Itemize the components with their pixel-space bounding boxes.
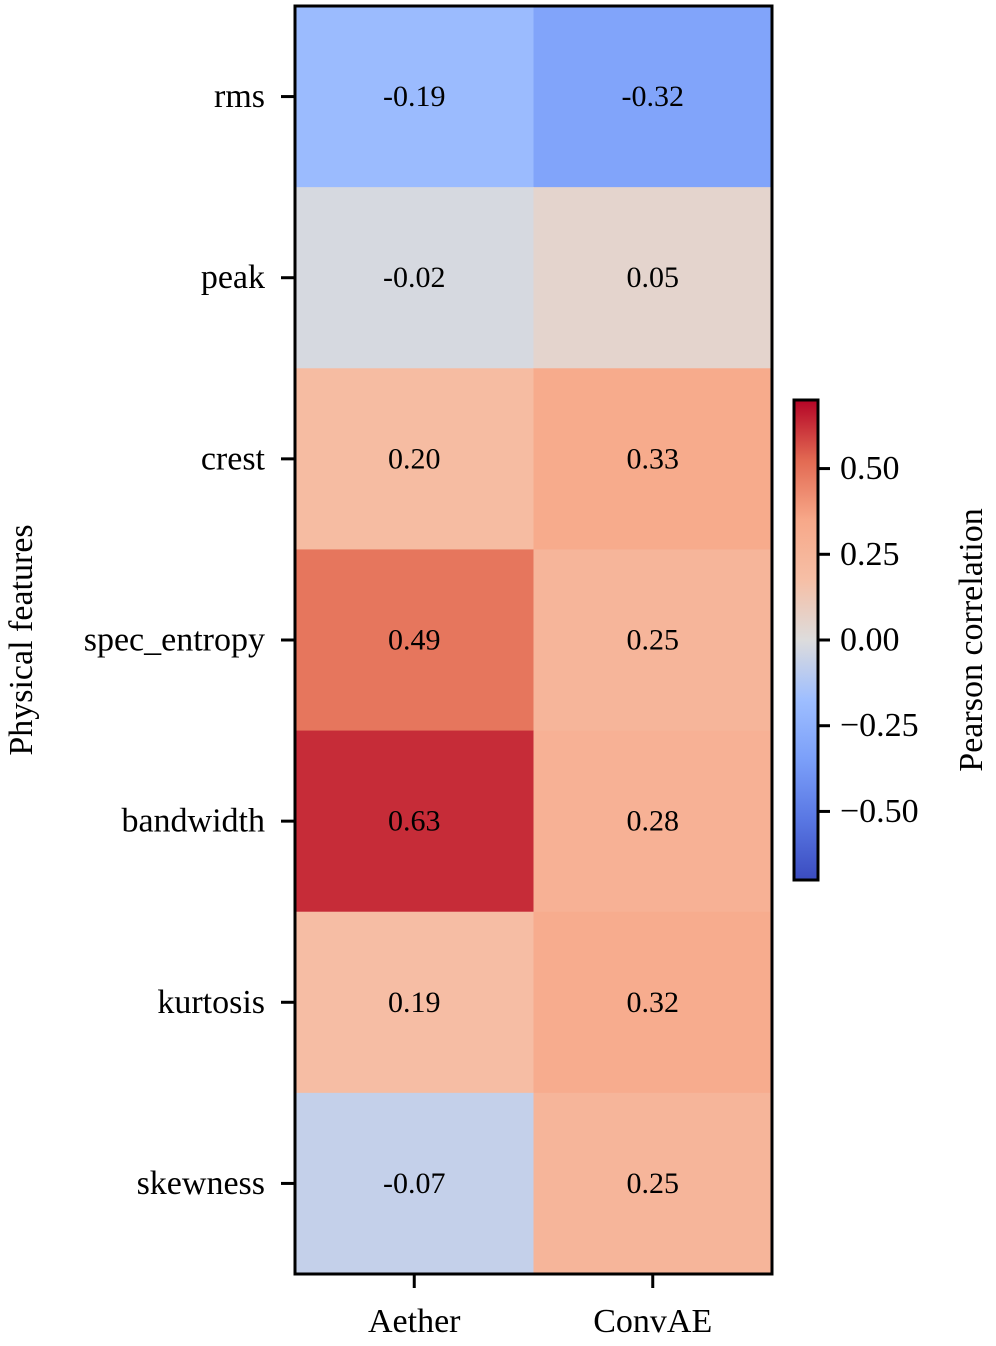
cell-value-label: 0.05 (627, 261, 680, 294)
heatmap-cell-kurtosis-ConvAE (533, 911, 773, 1094)
colorbar-tick-label: 0.25 (840, 536, 900, 573)
y-tick-label-skewness: skewness (137, 1165, 265, 1202)
colorbar-tick-label: 0.00 (840, 622, 900, 659)
x-tick-label-ConvAE: ConvAE (593, 1303, 712, 1340)
cell-value-label: 0.28 (627, 805, 680, 838)
cell-value-label: 0.49 (388, 624, 441, 657)
colorbar-gradient (792, 398, 820, 882)
y-axis-ticks: rms peak crest spec_entropy bandwidth kurtosi… (84, 78, 295, 1202)
colorbar-tick-label: −0.25 (840, 707, 919, 744)
heatmap-cell-labels: -0.19 -0.32 -0.02 0.05 0.20 0.33 0.49 0.25 0.63 0… (383, 80, 684, 1200)
cell-value-label: 0.20 (388, 442, 441, 475)
x-axis-ticks: Aether ConvAE (368, 1274, 712, 1340)
heatmap-cell-peak-Aether (295, 187, 534, 369)
cell-value-label: 0.33 (627, 442, 680, 475)
heatmap-cell-kurtosis-Aether (295, 911, 534, 1094)
y-tick-label-bandwidth: bandwidth (121, 803, 265, 840)
cell-value-label: 0.19 (388, 986, 441, 1019)
y-tick-label-kurtosis: kurtosis (157, 984, 265, 1021)
cell-value-label: 0.63 (388, 805, 441, 838)
y-tick-label-crest: crest (201, 440, 266, 477)
heatmap-cell-bandwidth-ConvAE (533, 730, 773, 913)
cell-value-label: 0.25 (627, 624, 680, 657)
colorbar: 0.50 0.25 0.00 −0.25 −0.50 Pearson correlati… (792, 398, 990, 882)
heatmap-cell-crest-Aether (295, 368, 534, 550)
cell-value-label: -0.02 (383, 261, 446, 294)
cell-value-label: -0.32 (622, 80, 685, 113)
colorbar-ticks: 0.50 0.25 0.00 −0.25 −0.50 (818, 450, 919, 830)
heatmap-cell-spec_entropy-Aether (295, 549, 534, 732)
heatmap-cell-rms-ConvAE (533, 6, 773, 188)
cell-value-label: -0.07 (383, 1167, 446, 1200)
y-tick-label-peak: peak (201, 259, 265, 296)
cell-value-label: -0.19 (383, 80, 446, 113)
colorbar-tick-label: −0.50 (840, 793, 919, 830)
heatmap-cell-peak-ConvAE (533, 187, 773, 369)
y-tick-label-spec_entropy: spec_entropy (84, 622, 265, 659)
colorbar-tick-label: 0.50 (840, 450, 900, 487)
colorbar-label: Pearson correlation (953, 508, 990, 771)
heatmap-cell-crest-ConvAE (533, 368, 773, 550)
heatmap-cell-bandwidth-Aether (295, 730, 534, 913)
heatmap-cell-skewness-Aether (295, 1092, 534, 1275)
y-tick-label-rms: rms (214, 78, 265, 115)
heatmap-cell-rms-Aether (295, 6, 534, 188)
heatmap-cells (295, 6, 773, 1275)
heatmap-cell-skewness-ConvAE (533, 1092, 773, 1275)
cell-value-label: 0.25 (627, 1167, 680, 1200)
x-tick-label-Aether: Aether (368, 1303, 461, 1340)
y-axis-label: Physical features (3, 524, 40, 755)
cell-value-label: 0.32 (627, 986, 680, 1019)
heatmap-cell-spec_entropy-ConvAE (533, 549, 773, 732)
